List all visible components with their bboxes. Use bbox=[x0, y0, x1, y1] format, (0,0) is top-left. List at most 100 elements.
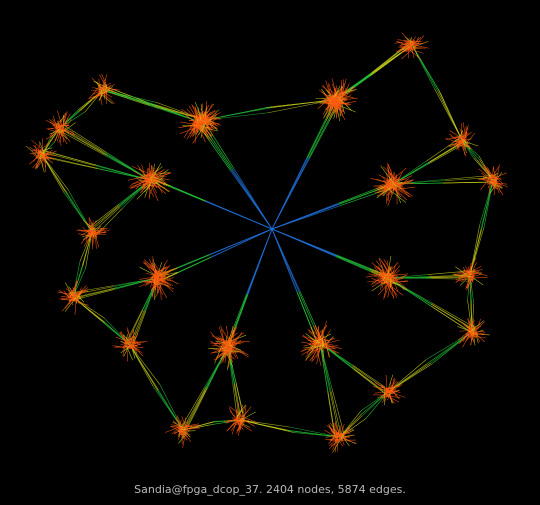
node-cluster bbox=[324, 420, 357, 453]
ring-edge bbox=[152, 385, 184, 431]
spoke-edge bbox=[234, 293, 249, 330]
ring-edge bbox=[72, 261, 81, 298]
node-cluster bbox=[316, 78, 358, 122]
node-cluster bbox=[112, 327, 148, 362]
cluster-edge bbox=[329, 390, 341, 440]
ring-edge bbox=[437, 88, 463, 141]
spoke-edge bbox=[177, 256, 211, 273]
cluster-edge bbox=[431, 278, 475, 280]
cluster-edge bbox=[58, 129, 105, 156]
graph-caption: Sandia@fpga_dcop_37. 2404 nodes, 5874 ed… bbox=[134, 483, 406, 496]
cluster-edge bbox=[387, 274, 428, 279]
ring-edge bbox=[72, 296, 105, 319]
spoke-edge bbox=[306, 120, 327, 160]
ring-edge bbox=[41, 154, 69, 195]
spoke-edge bbox=[337, 254, 374, 270]
ring-edge bbox=[289, 426, 341, 438]
cluster-edge bbox=[427, 144, 464, 165]
hub-edge bbox=[271, 228, 300, 292]
cluster-edge bbox=[106, 154, 151, 181]
node-cluster bbox=[452, 257, 488, 293]
spoke-edge bbox=[212, 135, 235, 169]
cluster-edge bbox=[431, 302, 475, 328]
cluster-edge bbox=[387, 277, 432, 307]
cluster-edge bbox=[106, 152, 151, 181]
cluster-edge bbox=[63, 124, 108, 153]
hub-edge bbox=[210, 228, 273, 258]
ring-edge bbox=[239, 419, 287, 431]
spoke-edge bbox=[208, 139, 232, 172]
ring-edge bbox=[102, 89, 152, 105]
node-cluster bbox=[26, 138, 58, 173]
spoke-edge bbox=[308, 120, 330, 160]
cluster-edge bbox=[442, 181, 493, 184]
ring-edge bbox=[461, 139, 480, 160]
cluster-edge bbox=[330, 391, 343, 441]
cluster-edge bbox=[184, 386, 207, 427]
hub-edge bbox=[271, 156, 310, 230]
spoke-edge bbox=[338, 188, 376, 204]
node-cluster bbox=[224, 402, 258, 436]
cluster-edge bbox=[99, 89, 150, 106]
node-cluster bbox=[300, 320, 342, 367]
cluster-edge bbox=[234, 381, 241, 418]
spoke-edge bbox=[298, 291, 314, 326]
ring-edge bbox=[467, 299, 473, 333]
node-cluster bbox=[165, 415, 201, 448]
node-cluster bbox=[365, 255, 409, 300]
cluster-layer bbox=[26, 32, 508, 453]
node-cluster bbox=[445, 122, 479, 157]
node-cluster bbox=[76, 216, 110, 250]
cluster-edge bbox=[427, 270, 468, 275]
spoke-edge bbox=[211, 138, 234, 171]
hub-edge bbox=[208, 228, 273, 255]
node-cluster bbox=[88, 73, 121, 106]
spoke-edge bbox=[174, 254, 209, 269]
ring-edge bbox=[426, 331, 473, 360]
cluster-edge bbox=[392, 163, 429, 185]
node-cluster bbox=[57, 280, 89, 315]
cluster-edge bbox=[319, 342, 329, 393]
spoke-edge bbox=[299, 291, 316, 326]
ring-edge bbox=[361, 391, 389, 417]
cluster-edge bbox=[95, 165, 151, 181]
ring-edge bbox=[481, 179, 494, 230]
spoke-edge bbox=[208, 135, 232, 169]
node-cluster bbox=[127, 162, 172, 202]
node-cluster bbox=[139, 256, 179, 301]
spoke-edge bbox=[339, 192, 378, 207]
ring-edge bbox=[129, 344, 159, 391]
node-cluster bbox=[457, 317, 490, 348]
ring-edge bbox=[102, 89, 157, 103]
spoke-edge bbox=[233, 294, 248, 331]
cluster-edge bbox=[125, 310, 143, 343]
node-cluster bbox=[370, 162, 416, 207]
ring-edge bbox=[41, 154, 69, 191]
spoke-edge bbox=[166, 185, 205, 202]
node-cluster bbox=[477, 164, 508, 196]
cluster-edge bbox=[127, 309, 144, 342]
spoke-edge bbox=[336, 255, 372, 272]
cluster-edge bbox=[62, 129, 107, 156]
cluster-edge bbox=[235, 381, 245, 417]
spoke-edge bbox=[335, 256, 371, 273]
cluster-edge bbox=[331, 388, 345, 434]
cluster-edge bbox=[44, 157, 98, 169]
ring-edge bbox=[483, 179, 494, 227]
hub-edge bbox=[246, 228, 273, 295]
node-cluster bbox=[208, 325, 250, 370]
hub-edge bbox=[271, 228, 337, 257]
ring-edge bbox=[479, 179, 494, 226]
spoke-edge bbox=[309, 117, 331, 158]
ring-edge bbox=[210, 419, 241, 426]
node-cluster bbox=[192, 103, 221, 136]
node-cluster bbox=[394, 32, 430, 60]
cluster-edge bbox=[90, 205, 121, 232]
cluster-edge bbox=[68, 285, 114, 294]
ring-edge bbox=[64, 192, 93, 233]
ring-edge bbox=[411, 44, 435, 90]
ring-edge bbox=[67, 194, 93, 233]
spoke-edge bbox=[339, 189, 378, 205]
